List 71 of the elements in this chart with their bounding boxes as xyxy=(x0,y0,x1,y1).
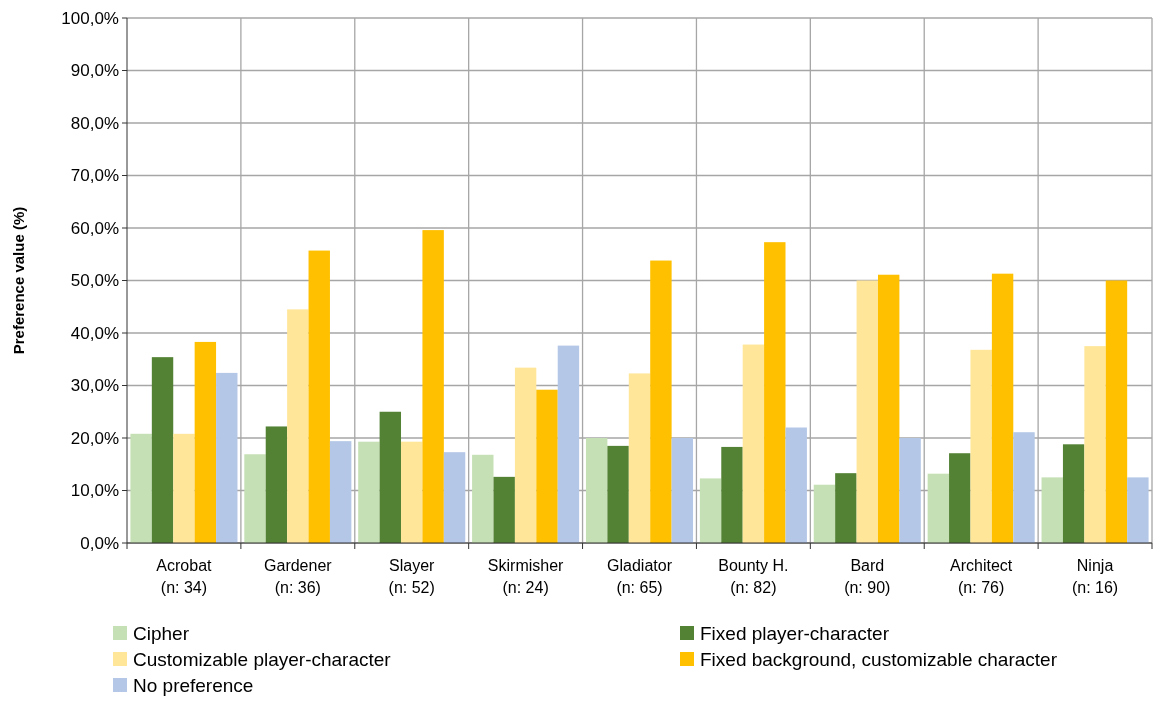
y-tick-label: 70,0% xyxy=(70,166,119,186)
bar xyxy=(308,250,330,543)
legend-label: Cipher xyxy=(133,622,190,644)
bar xyxy=(764,242,786,543)
y-tick-label: 90,0% xyxy=(70,61,119,81)
bar xyxy=(422,230,444,543)
bar xyxy=(130,433,152,543)
bar xyxy=(970,349,992,543)
bar xyxy=(585,438,608,543)
bar xyxy=(991,273,1014,543)
bar xyxy=(265,426,288,543)
bar xyxy=(877,274,900,543)
y-tick-label: 0,0% xyxy=(80,533,119,553)
bar xyxy=(1013,432,1035,543)
bar xyxy=(557,345,580,543)
bar xyxy=(472,454,494,543)
bar xyxy=(785,427,807,543)
legend-label: Fixed player-character xyxy=(700,622,890,644)
bar xyxy=(194,341,217,543)
legend-label: Customizable player-character xyxy=(133,648,392,670)
bar xyxy=(899,438,921,543)
y-tick-label: 10,0% xyxy=(70,481,119,501)
bar xyxy=(721,446,743,543)
y-tick-label: 30,0% xyxy=(70,376,119,396)
bar xyxy=(536,389,558,543)
bar xyxy=(151,357,174,543)
bar xyxy=(401,441,423,543)
y-tick-label: 100,0% xyxy=(61,8,119,28)
bar xyxy=(244,454,266,543)
y-tick-label: 50,0% xyxy=(70,271,119,291)
bar xyxy=(443,452,466,543)
bar xyxy=(1127,477,1149,543)
bar xyxy=(1041,477,1063,543)
bar xyxy=(671,438,694,543)
bar xyxy=(287,309,309,543)
y-tick-label: 40,0% xyxy=(70,323,119,343)
x-tick-label: Bounty H. (n: 82) xyxy=(718,557,789,596)
bar xyxy=(358,441,380,543)
bar xyxy=(699,478,722,543)
bar xyxy=(813,484,836,543)
bar xyxy=(493,476,515,543)
bar xyxy=(1084,346,1106,543)
bar xyxy=(927,473,950,543)
x-tick-label: Ninja (n: 16) xyxy=(1071,557,1119,596)
bar xyxy=(173,433,195,543)
legend-label: No preference xyxy=(133,674,254,696)
y-tick-label: 20,0% xyxy=(70,428,119,448)
bar xyxy=(835,473,857,543)
bar xyxy=(1105,280,1128,543)
bar xyxy=(607,445,629,543)
bar xyxy=(216,372,238,543)
legend-label: Fixed background, customizable character xyxy=(700,648,1058,670)
bar xyxy=(742,344,765,543)
bar xyxy=(650,260,672,543)
y-tick-label: 80,0% xyxy=(70,113,119,133)
bar xyxy=(1062,444,1085,543)
x-tick-label: Gardener (n: 36) xyxy=(264,557,333,596)
bar xyxy=(949,453,971,543)
bar xyxy=(628,373,651,543)
y-tick-label: 60,0% xyxy=(70,218,119,238)
bar xyxy=(379,411,402,543)
x-tick-label: Gladiator (n: 65) xyxy=(607,557,673,596)
bar xyxy=(329,441,352,543)
x-tick-label: Bard (n: 90) xyxy=(844,557,891,596)
x-tick-label: Slayer (n: 52) xyxy=(388,557,436,596)
x-tick-label: Architect (n: 76) xyxy=(950,557,1013,596)
y-axis-title: Preference value (%) xyxy=(10,206,27,355)
bar xyxy=(514,367,537,543)
x-tick-label: Skirmisher (n: 24) xyxy=(487,557,565,596)
x-tick-label: Acrobat (n: 34) xyxy=(156,557,213,596)
bar xyxy=(856,280,878,543)
